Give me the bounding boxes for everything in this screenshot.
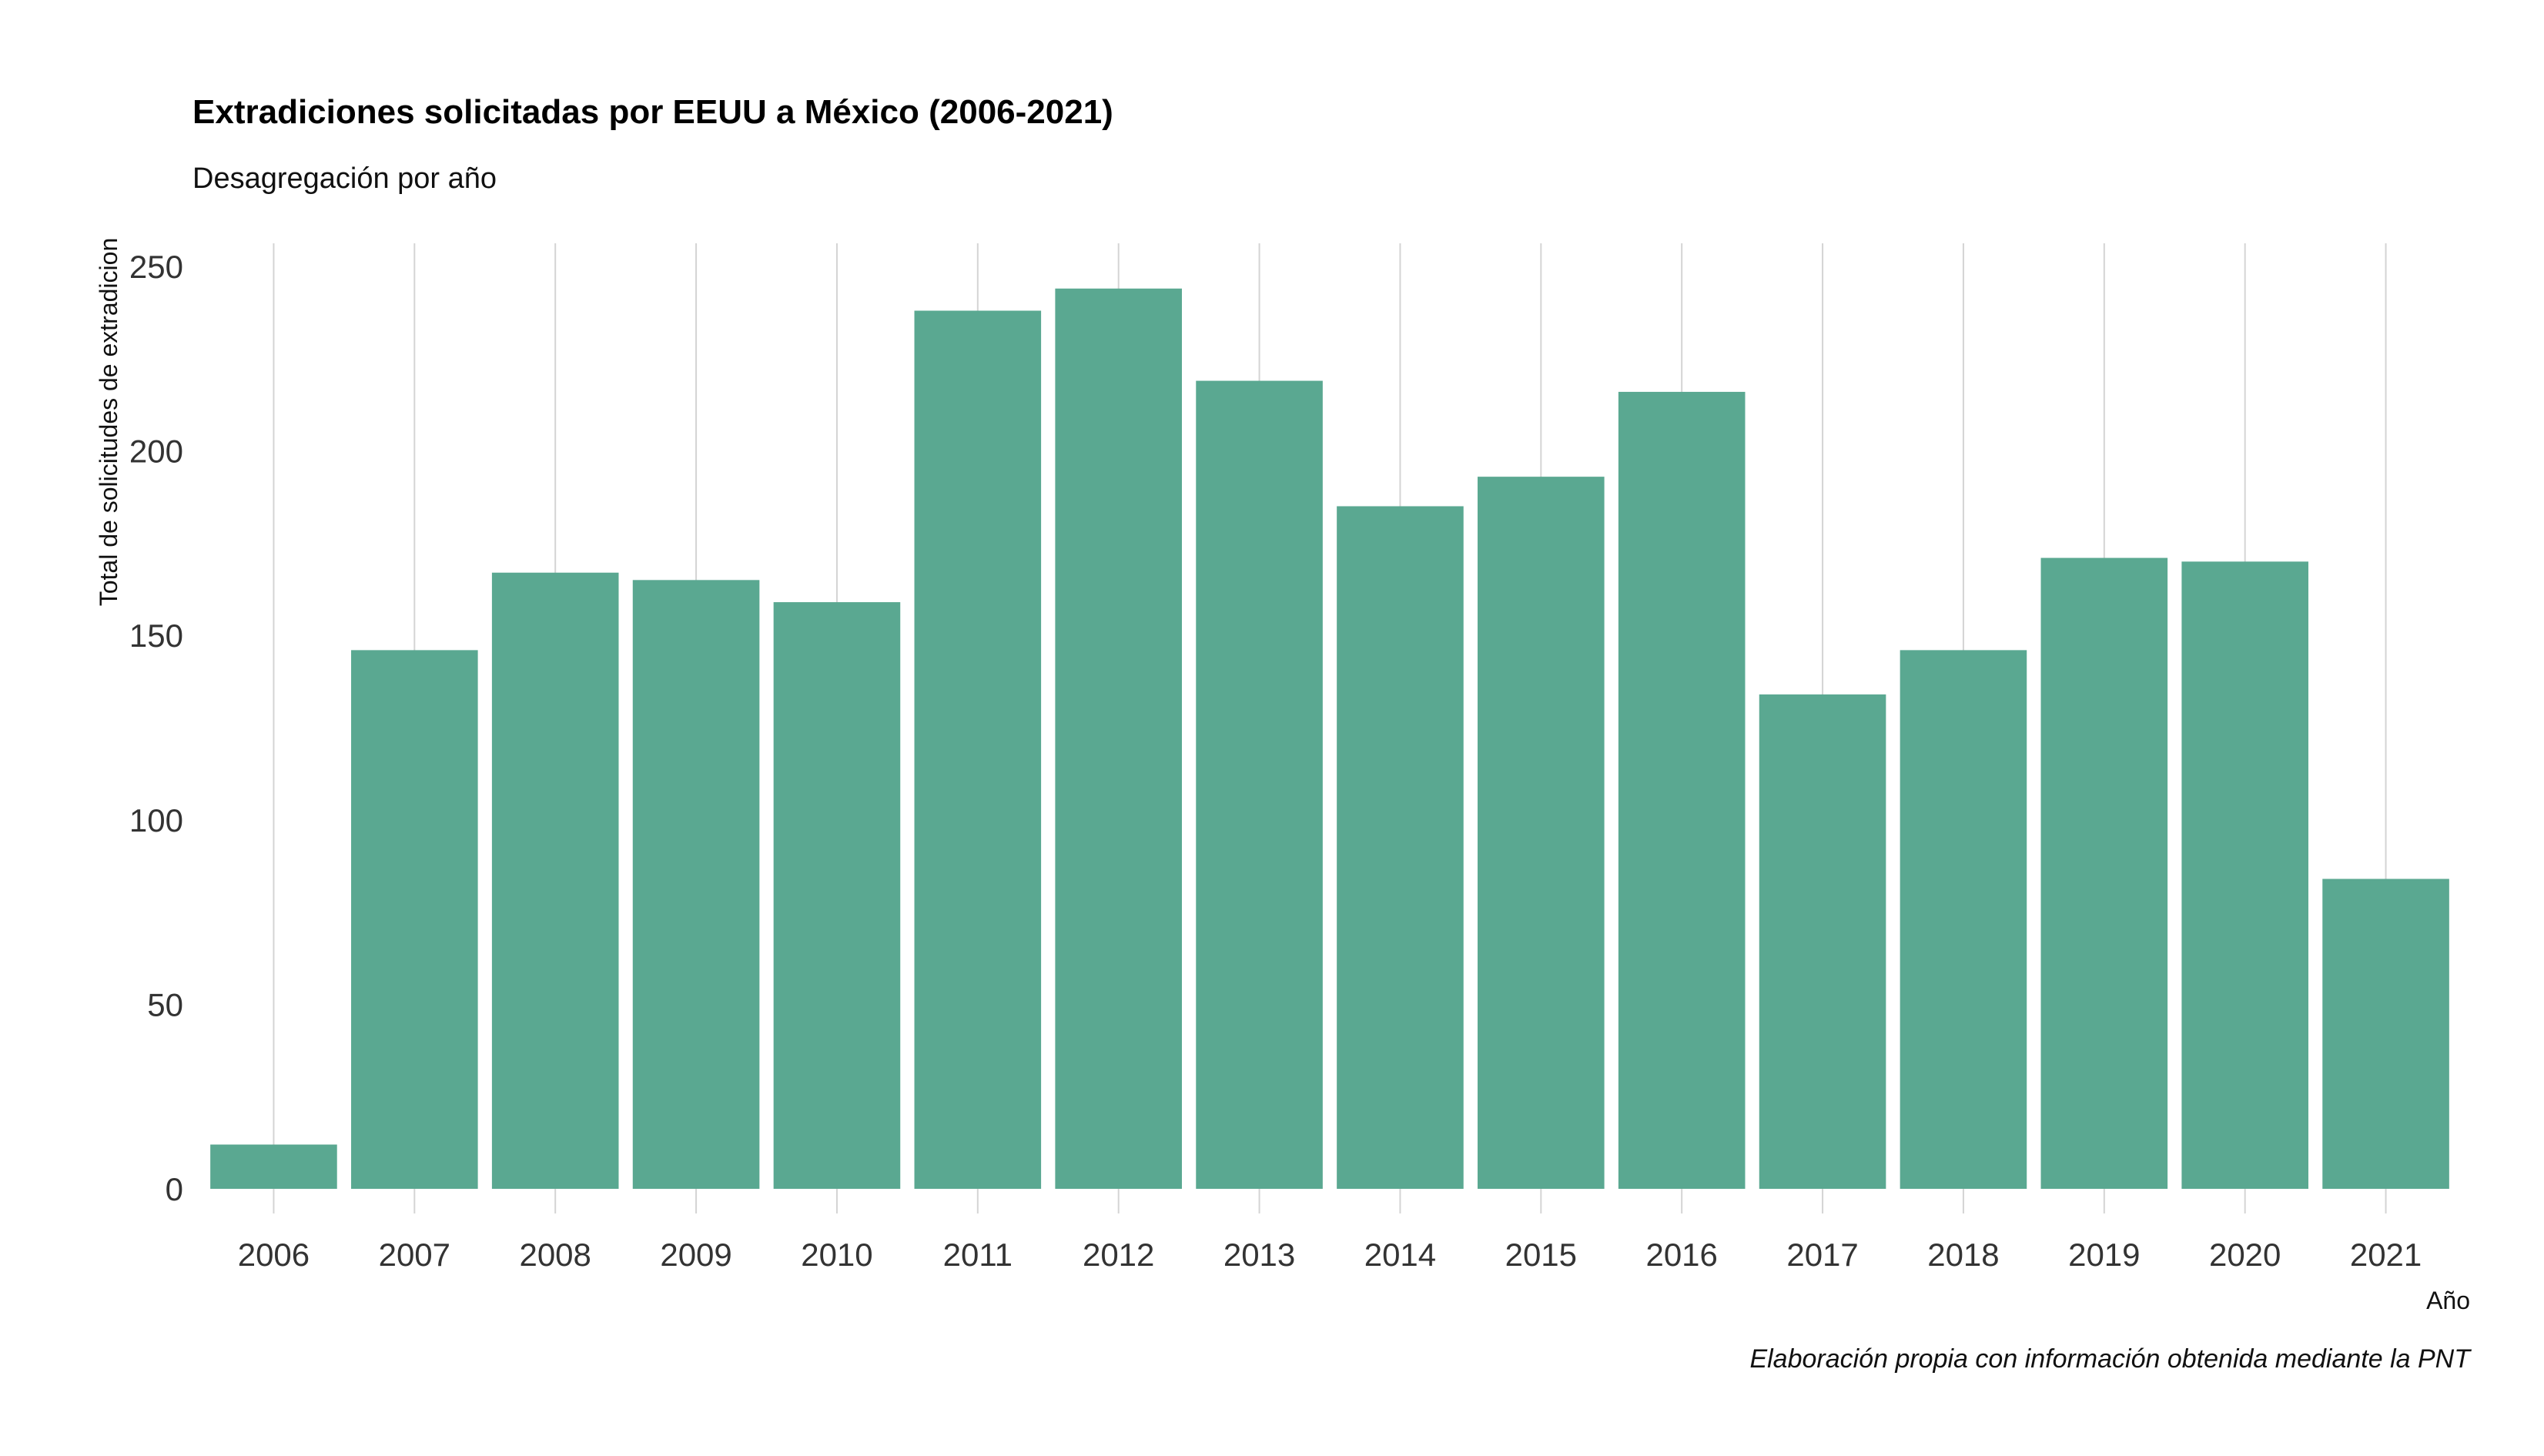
- x-axis-label: Año: [2426, 1287, 2470, 1314]
- x-tick-label: 2012: [1083, 1237, 1154, 1273]
- bar-2012: [1055, 288, 1182, 1190]
- bars: [210, 288, 2449, 1190]
- bar-2007: [351, 650, 478, 1189]
- x-tick-label: 2010: [801, 1237, 872, 1273]
- x-tick-label: 2008: [519, 1237, 591, 1273]
- x-tick-label: 2015: [1505, 1237, 1577, 1273]
- bar-2008: [491, 572, 619, 1189]
- x-tick-label: 2020: [2209, 1237, 2281, 1273]
- x-tick-label: 2016: [1645, 1237, 1717, 1273]
- y-tick-label: 0: [166, 1171, 183, 1207]
- y-axis-label: Total de solicitudes de extradicion: [95, 238, 122, 607]
- y-tick-label: 200: [129, 433, 183, 470]
- x-tick-label: 2013: [1223, 1237, 1295, 1273]
- chart-caption: Elaboración propia con información obten…: [1749, 1344, 2472, 1374]
- bar-2013: [1196, 380, 1323, 1189]
- x-tick-label: 2021: [2350, 1237, 2422, 1273]
- bar-2021: [2322, 879, 2449, 1189]
- chart-title: Extradiciones solicitadas por EEUU a Méx…: [192, 93, 1113, 131]
- x-tick-label: 2009: [660, 1237, 731, 1273]
- x-tick-label: 2018: [1927, 1237, 1999, 1273]
- bar-2006: [210, 1144, 337, 1189]
- bar-2014: [1337, 506, 1464, 1189]
- bar-2018: [1900, 650, 2027, 1189]
- x-axis-ticks: 2006 2007 2008 2009 2010 2011 2012 2013 2014 2015…: [238, 1237, 2422, 1273]
- bar-2009: [632, 580, 760, 1189]
- bar-2019: [2040, 557, 2168, 1189]
- x-tick-label: 2014: [1364, 1237, 1436, 1273]
- y-tick-label: 50: [147, 986, 183, 1023]
- bar-2015: [1478, 477, 1605, 1189]
- x-tick-label: 2019: [2068, 1237, 2140, 1273]
- chart-subtitle: Desagregación por año: [192, 162, 497, 195]
- bar-2020: [2181, 561, 2308, 1189]
- bar-2010: [773, 602, 901, 1189]
- bar-2016: [1618, 391, 1746, 1190]
- y-tick-label: 250: [129, 249, 183, 285]
- y-axis-ticks: 0 50 100 150 200 250: [129, 249, 183, 1207]
- y-tick-label: 100: [129, 802, 183, 838]
- y-tick-label: 150: [129, 618, 183, 654]
- x-tick-label: 2007: [379, 1237, 450, 1273]
- x-tick-label: 2017: [1786, 1237, 1858, 1273]
- x-tick-label: 2006: [238, 1237, 310, 1273]
- bar-2011: [914, 310, 1042, 1189]
- x-tick-label: 2011: [943, 1237, 1013, 1273]
- bar-2017: [1759, 694, 1886, 1189]
